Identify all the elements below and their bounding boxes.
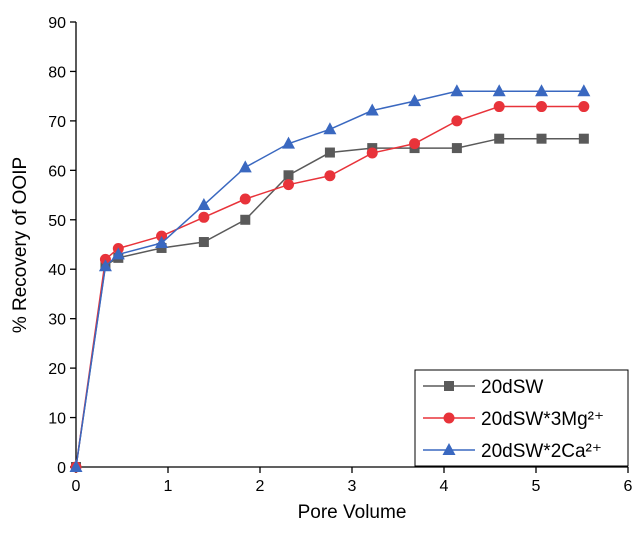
- legend-label: 20dSW*3Mg²⁺: [481, 409, 604, 430]
- marker: [578, 101, 590, 113]
- y-axis-label: % Recovery of OOIP: [10, 157, 31, 333]
- x-tick-label: 5: [532, 478, 541, 495]
- marker: [197, 197, 211, 210]
- marker: [492, 84, 506, 97]
- marker: [536, 133, 547, 144]
- legend-label: 20dSW*2Ca²⁺: [481, 441, 602, 462]
- marker: [111, 247, 125, 260]
- marker: [239, 193, 251, 205]
- marker: [324, 147, 335, 158]
- marker: [578, 133, 589, 144]
- marker: [536, 101, 548, 113]
- marker: [198, 211, 210, 223]
- marker: [155, 236, 169, 249]
- marker: [535, 84, 549, 97]
- marker: [443, 412, 455, 424]
- marker: [444, 381, 454, 391]
- y-tick-label: 20: [48, 361, 66, 378]
- y-tick-label: 50: [48, 213, 66, 230]
- x-tick-label: 0: [72, 478, 81, 495]
- series-line: [75, 90, 584, 468]
- marker: [69, 460, 83, 472]
- y-tick-label: 30: [48, 312, 66, 329]
- marker: [408, 94, 422, 107]
- marker: [450, 84, 464, 97]
- x-tick-label: 6: [624, 478, 632, 495]
- series-line: [75, 137, 584, 468]
- marker: [283, 170, 294, 181]
- marker: [577, 84, 591, 97]
- marker: [98, 259, 112, 272]
- x-tick-label: 3: [348, 478, 357, 495]
- marker: [323, 122, 337, 135]
- marker: [494, 133, 505, 144]
- y-tick-label: 10: [48, 411, 66, 428]
- marker: [282, 136, 296, 149]
- marker: [451, 115, 463, 127]
- x-axis-label: Pore Volume: [298, 502, 407, 523]
- marker: [365, 103, 379, 116]
- y-tick-label: 90: [48, 15, 66, 32]
- marker: [493, 101, 505, 113]
- y-tick-label: 0: [57, 460, 66, 477]
- marker: [442, 443, 456, 455]
- marker: [324, 170, 336, 182]
- marker: [366, 147, 378, 159]
- marker: [238, 160, 252, 173]
- series-line: [75, 105, 584, 468]
- x-tick-label: 2: [256, 478, 265, 495]
- marker: [283, 179, 295, 191]
- y-tick-label: 70: [48, 114, 66, 131]
- x-tick-label: 1: [164, 478, 173, 495]
- marker: [240, 214, 251, 225]
- marker: [409, 138, 421, 150]
- y-tick-label: 80: [48, 64, 66, 81]
- legend-label: 20dSW: [481, 377, 543, 398]
- x-tick-label: 4: [440, 478, 449, 495]
- y-tick-label: 60: [48, 163, 66, 180]
- y-tick-label: 40: [48, 262, 66, 279]
- marker: [198, 237, 209, 248]
- marker: [451, 143, 462, 154]
